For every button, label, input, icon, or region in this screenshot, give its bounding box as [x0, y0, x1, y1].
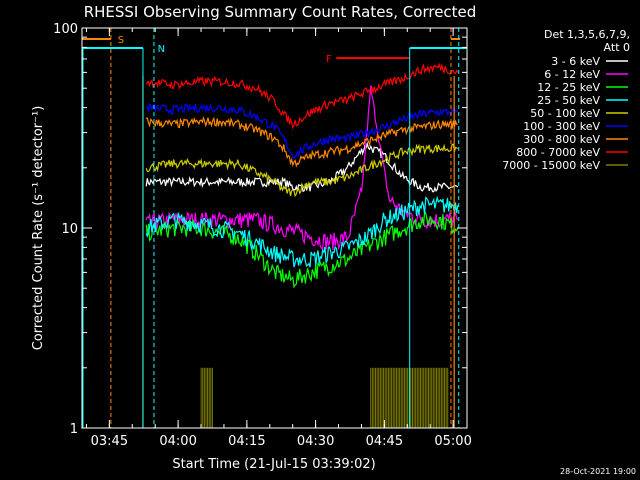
series-line-7: [145, 63, 459, 130]
series-line-3: [145, 195, 459, 268]
x-tick-label: 04:15: [228, 434, 265, 449]
footer-date: 28-Oct-2021 19:00: [560, 467, 636, 476]
x-tick-label: 04:45: [366, 434, 403, 449]
legend-label: 50 - 100 keV: [530, 107, 600, 120]
y-tick-label: 10: [61, 222, 78, 237]
series-line-2: [145, 210, 459, 289]
x-axis-label: Start Time (21-Jul-15 03:39:02): [172, 457, 375, 472]
series-line-5: [145, 102, 459, 160]
y-tick-label: 1: [70, 422, 78, 437]
chart-title: RHESSI Observing Summary Count Rates, Co…: [84, 3, 477, 21]
legend-header-line-2: Att 0: [604, 41, 630, 54]
y-axis-label: Corrected Count Rate (s⁻¹ detector⁻¹): [31, 106, 46, 351]
flag-label-f: F: [326, 54, 332, 65]
legend-label: 100 - 300 keV: [523, 120, 600, 133]
legend-label: 6 - 12 keV: [544, 68, 600, 81]
legend-label: 7000 - 15000 keV: [502, 159, 600, 172]
x-tick-label: 04:30: [297, 434, 334, 449]
x-axis: 03:45 04:00 04:15 04:30 04:45 05:00: [85, 28, 472, 449]
legend-label: 12 - 25 keV: [537, 81, 600, 94]
x-tick-label: 03:45: [91, 434, 128, 449]
flag-label-n: N: [158, 44, 165, 55]
legend-header-line-1: Det 1,3,5,6,7,9,: [544, 28, 630, 41]
x-tick-label: 04:00: [159, 434, 196, 449]
x-tick-label: 05:00: [434, 434, 471, 449]
series-line-6: [145, 115, 458, 168]
y-axis: 1 10 100: [53, 22, 467, 437]
flag-label-s: S: [118, 35, 124, 46]
series-line-4: [145, 143, 459, 198]
y-tick-label: 100: [53, 22, 78, 37]
legend-label: 3 - 6 keV: [551, 55, 600, 68]
legend-label: 25 - 50 keV: [537, 94, 600, 107]
legend-label: 800 - 7000 keV: [516, 146, 600, 159]
legend-label: 300 - 800 keV: [523, 133, 600, 146]
plot-area: S N F: [82, 28, 467, 428]
